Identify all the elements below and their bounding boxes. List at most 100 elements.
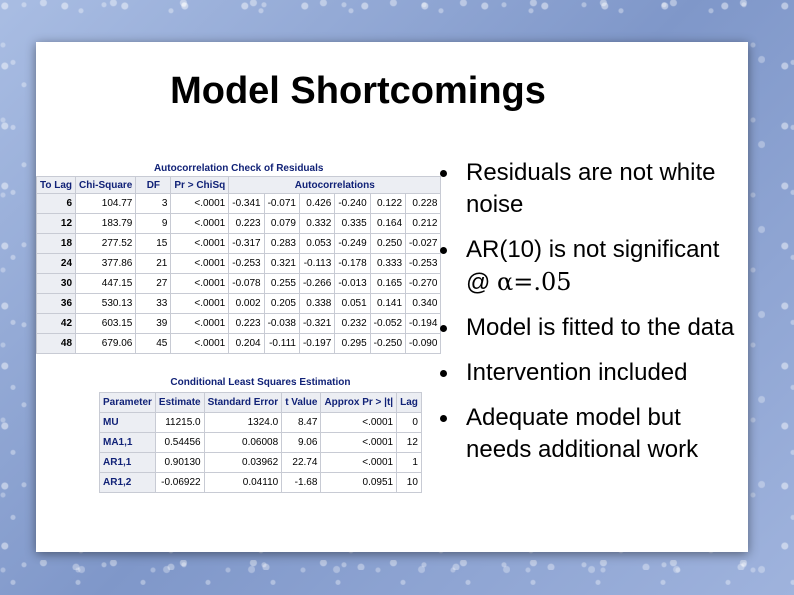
column-header: Autocorrelations <box>228 176 442 194</box>
table-cell: <.0001 <box>320 452 398 473</box>
table-cell: -0.071 <box>263 193 300 214</box>
bullet-dot-icon <box>440 370 447 377</box>
table-row: 36 530.13 33 <.0001 0.002 0.205 0.338 0.051 0.14… <box>35 293 442 314</box>
table-cell: 10 <box>396 472 422 493</box>
table-cell: 0.295 <box>334 333 371 354</box>
table-cell: -0.06922 <box>154 472 205 493</box>
table-row: AR1,1 0.90130 0.03962 22.74 <.0001 1 <box>99 452 422 473</box>
table-cell: 0.321 <box>263 253 300 274</box>
table-cell: 30 <box>35 273 77 294</box>
bullet-dot-icon <box>440 170 447 177</box>
table-cell: -0.178 <box>334 253 371 274</box>
table-cell: -1.68 <box>281 472 322 493</box>
table-cell: 0.283 <box>263 233 300 254</box>
table-cell: -0.240 <box>334 193 371 214</box>
table-cell: 9 <box>135 213 172 234</box>
table-cell: 9.06 <box>281 432 322 453</box>
table-cell: 8.47 <box>281 412 322 433</box>
table-cell: 0.051 <box>334 293 371 314</box>
table-cell: 0.164 <box>369 213 407 234</box>
table-cell: 0.338 <box>298 293 336 314</box>
table-cell: 530.13 <box>75 293 137 314</box>
table-cell: 0.141 <box>369 293 407 314</box>
table-cell: -0.194 <box>405 313 442 334</box>
table-cell: -0.249 <box>334 233 371 254</box>
table-cell: 6 <box>35 193 77 214</box>
table-cell: 42 <box>35 313 77 334</box>
table-cell: 18 <box>35 233 77 254</box>
table-cell: 0.426 <box>298 193 336 214</box>
table-cell: 0.212 <box>405 213 442 234</box>
table-cell: -0.027 <box>405 233 442 254</box>
table-cell: 0.223 <box>228 213 265 234</box>
column-header: Chi-Square <box>75 176 137 194</box>
table-cell: 27 <box>135 273 172 294</box>
table-cell: <.0001 <box>170 233 230 254</box>
table-cell: 0.06008 <box>203 432 283 453</box>
table-cell: MA1,1 <box>99 432 156 453</box>
table-cell: 0 <box>396 412 422 433</box>
bullet-dot-icon <box>440 415 447 422</box>
table-cell: 0.335 <box>334 213 371 234</box>
table-cell: 15 <box>135 233 172 254</box>
table-cell: 277.52 <box>75 233 137 254</box>
table-cell: -0.341 <box>228 193 265 214</box>
table-cell: 377.86 <box>75 253 137 274</box>
table-cell: 33 <box>135 293 172 314</box>
table-cell: -0.197 <box>298 333 336 354</box>
table-cell: <.0001 <box>170 253 230 274</box>
table-cell: -0.113 <box>298 253 336 274</box>
table-cell: 0.053 <box>298 233 336 254</box>
table-cell: 48 <box>35 333 77 354</box>
column-header: Estimate <box>154 392 205 413</box>
table-cell: 0.255 <box>263 273 300 294</box>
table-row: 18 277.52 15 <.0001 -0.317 0.283 0.053 -0.249 0.… <box>35 233 442 254</box>
table-cell: -0.253 <box>405 253 442 274</box>
slide-title: Model Shortcomings <box>170 70 546 112</box>
table-cell: 39 <box>135 313 172 334</box>
column-header: To Lag <box>35 176 77 194</box>
column-header: Parameter <box>99 392 156 413</box>
table-cell: 0.165 <box>369 273 407 294</box>
bullet-dot-icon <box>440 325 447 332</box>
table-row: 12 183.79 9 <.0001 0.223 0.079 0.332 0.335 0.164… <box>35 213 442 234</box>
table-cell: MU <box>99 412 156 433</box>
table-cell: 0.223 <box>228 313 265 334</box>
table-cell: -0.270 <box>405 273 442 294</box>
bullet-item: Intervention included <box>440 357 740 389</box>
table-cell: 24 <box>35 253 77 274</box>
table-cell: -0.078 <box>228 273 265 294</box>
table-cell: 0.228 <box>405 193 442 214</box>
table-row: 42 603.15 39 <.0001 0.223 -0.038 -0.321 0.232 -0… <box>35 313 442 334</box>
table-cell: AR1,1 <box>99 452 156 473</box>
table-cell: <.0001 <box>170 333 230 354</box>
table-cell: -0.090 <box>405 333 442 354</box>
column-header: Lag <box>396 392 422 413</box>
table-row: 24 377.86 21 <.0001 -0.253 0.321 -0.113 -0.178 0… <box>35 253 442 274</box>
table-cell: -0.052 <box>369 313 407 334</box>
column-header: Approx Pr > |t| <box>320 392 398 413</box>
table-cell: <.0001 <box>170 213 230 234</box>
table-cell: 36 <box>35 293 77 314</box>
table-cell: 21 <box>135 253 172 274</box>
table-cell: 0.333 <box>369 253 407 274</box>
table-cell: 0.54456 <box>154 432 205 453</box>
table-row: 6 104.77 3 <.0001 -0.341 -0.071 0.426 -0.240 0.1… <box>35 193 442 214</box>
table-cell: -0.013 <box>334 273 371 294</box>
bullet-item: Model is fitted to the data <box>440 312 740 344</box>
table-cell: 0.204 <box>228 333 265 354</box>
bullet-item: AR(10) is not significant @ α=.05 <box>440 234 740 299</box>
table-cell: 3 <box>135 193 172 214</box>
slide: Model Shortcomings Autocorrelation Check… <box>35 42 748 552</box>
table-row: MU 11215.0 1324.0 8.47 <.0001 0 <box>99 412 422 433</box>
column-header: t Value <box>281 392 322 413</box>
table-cell: 447.15 <box>75 273 137 294</box>
table-cell: -0.253 <box>228 253 265 274</box>
table-cell: 0.0951 <box>320 472 398 493</box>
bullet-item: Adequate model but needs additional work <box>440 402 740 466</box>
table-cell: -0.266 <box>298 273 336 294</box>
table-cell: 22.74 <box>281 452 322 473</box>
table-cell: 1 <box>396 452 422 473</box>
bullet-item: Residuals are not white noise <box>440 157 740 221</box>
table-cell: 0.90130 <box>154 452 205 473</box>
